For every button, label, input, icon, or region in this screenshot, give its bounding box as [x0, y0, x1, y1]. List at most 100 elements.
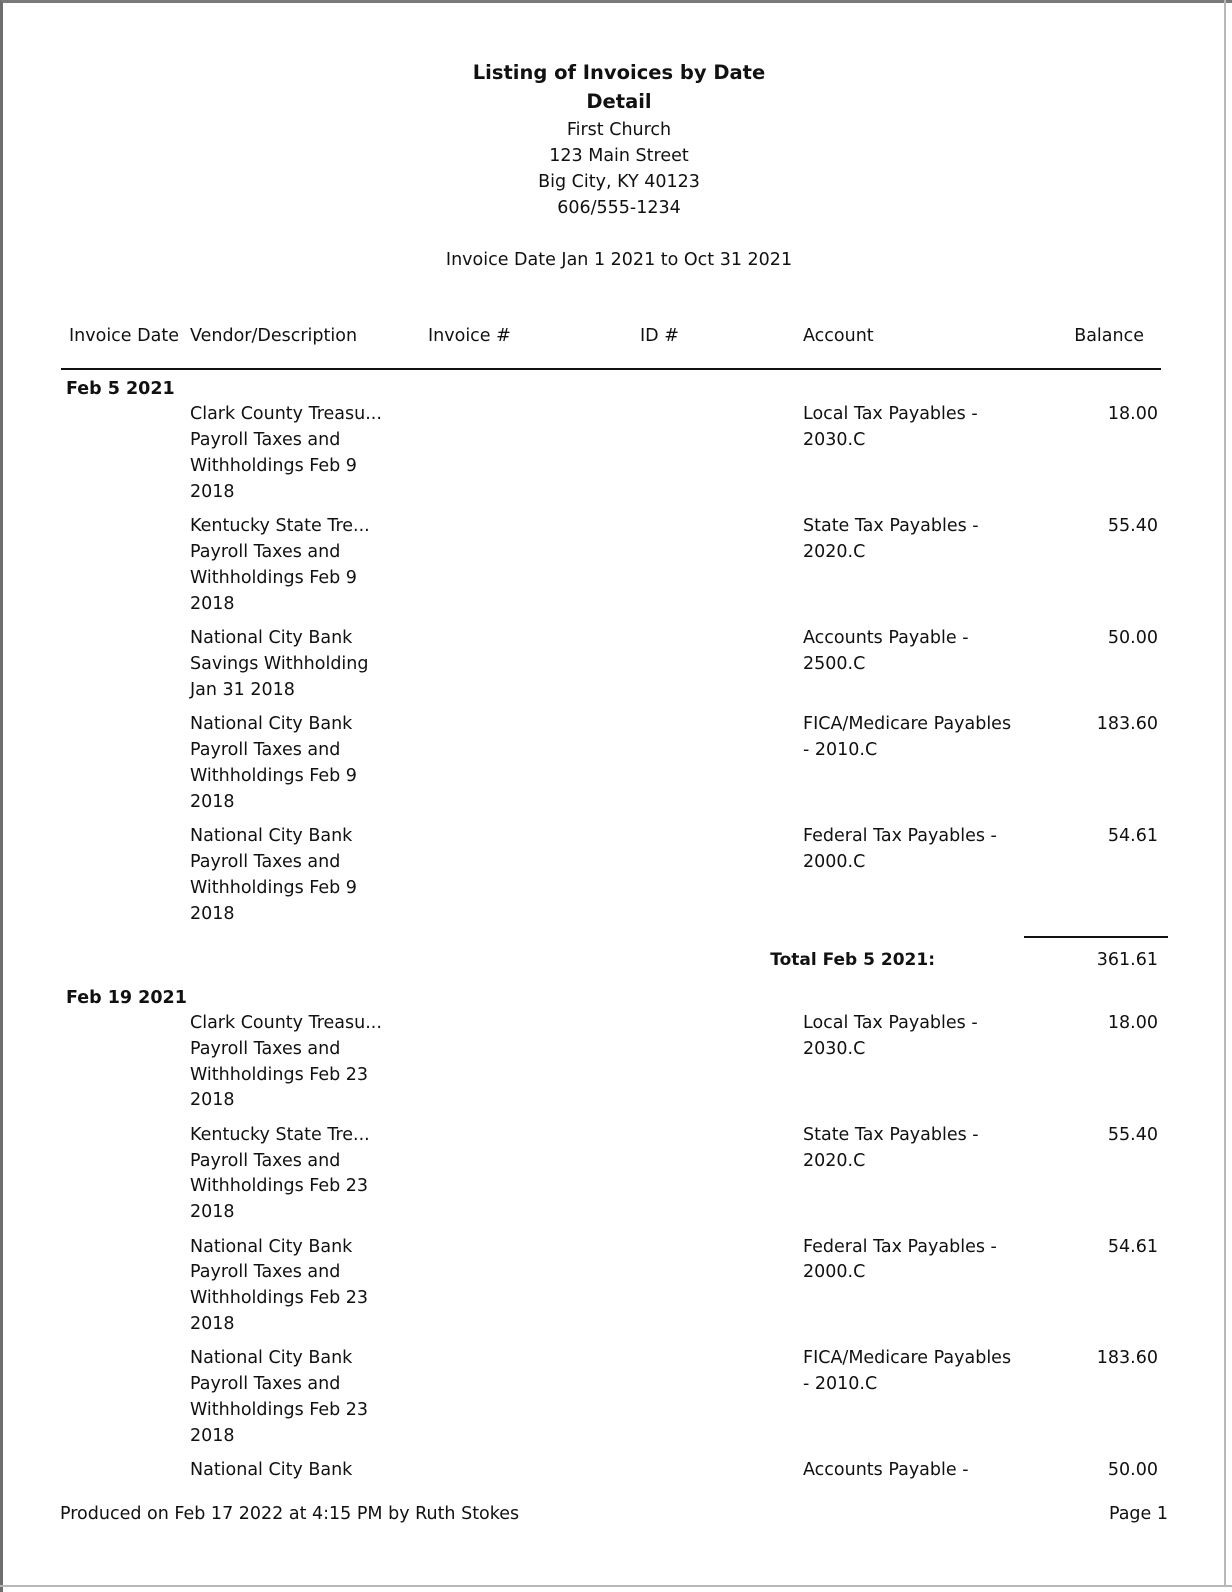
- report-subtitle: Detail: [586, 90, 652, 113]
- header-rule: [61, 368, 1161, 370]
- vendor-line: National City Bank: [190, 825, 353, 846]
- account-line: 2500.C: [803, 653, 866, 674]
- vendor-line: Payroll Taxes and: [190, 1374, 341, 1395]
- vendor-line: Clark County Treasu...: [190, 1012, 382, 1033]
- group-total: Total Feb 5 2021: 361.61: [0, 935, 1232, 986]
- vendor-line: National City Bank: [190, 1348, 353, 1369]
- vendor-description: National City Bank Payroll Taxes and Withh…: [190, 1346, 410, 1450]
- account-line: Accounts Payable -: [803, 1460, 969, 1481]
- account-line: 2030.C: [803, 429, 866, 450]
- invoice-row: Clark County Treasu... Payroll Taxes and W…: [0, 1011, 1232, 1115]
- vendor-line: Payroll Taxes and: [190, 1150, 341, 1171]
- balance: 183.60: [1096, 1348, 1158, 1369]
- account: Accounts Payable - 2500.C: [803, 626, 1023, 678]
- vendor-description: National City Bank Payroll Taxes and Withh…: [190, 824, 410, 928]
- vendor-description: National City Bank Payroll Taxes and Withh…: [190, 712, 410, 816]
- page-border-right: [1224, 0, 1226, 1586]
- vendor-line: Payroll Taxes and: [190, 429, 341, 450]
- col-account: Account: [803, 326, 874, 346]
- vendor-line: Clark County Treasu...: [190, 404, 382, 424]
- produced-by: Produced on Feb 17 2022 at 4:15 PM by Ru…: [60, 1504, 520, 1524]
- account-line: State Tax Payables -: [803, 1124, 979, 1145]
- vendor-line: National City Bank: [190, 713, 353, 734]
- balance: 18.00: [1107, 404, 1158, 424]
- invoice-row: National City Bank Payroll Taxes and Withh…: [0, 824, 1232, 928]
- col-balance: Balance: [1074, 326, 1144, 346]
- account-line: Federal Tax Payables -: [803, 1236, 997, 1257]
- report-title: Listing of Invoices by Date: [472, 61, 766, 84]
- total-rule: [1024, 935, 1168, 938]
- account-line: FICA/Medicare Payables: [803, 1348, 1012, 1369]
- invoice-row: Kentucky State Tre... Payroll Taxes and Wi…: [0, 1123, 1232, 1227]
- vendor-line: 2018: [190, 1426, 235, 1447]
- vendor-line: 2018: [190, 1090, 235, 1111]
- balance: 55.40: [1107, 515, 1158, 536]
- vendor-line: Payroll Taxes and: [190, 851, 341, 872]
- account: State Tax Payables - 2020.C: [803, 1123, 1023, 1175]
- account-line: Local Tax Payables -: [803, 404, 978, 424]
- account-line: 2000.C: [803, 1262, 866, 1283]
- invoice-row: National City Bank Accounts Payable - 50.0…: [0, 1458, 1232, 1484]
- vendor-line: Withholdings Feb 9: [190, 877, 357, 898]
- vendor-description: National City Bank: [190, 1458, 410, 1484]
- balance: 55.40: [1107, 1124, 1158, 1145]
- account-line: 2030.C: [803, 1038, 866, 1059]
- account-line: 2020.C: [803, 541, 866, 562]
- vendor-line: National City Bank: [190, 1460, 353, 1481]
- group-date: Feb 5 2021: [66, 379, 175, 399]
- col-invoice-number: Invoice #: [428, 326, 511, 346]
- account: FICA/Medicare Payables - 2010.C: [803, 712, 1023, 764]
- total-label: Total Feb 5 2021:: [770, 949, 935, 970]
- account: State Tax Payables - 2020.C: [803, 514, 1023, 566]
- account-line: State Tax Payables -: [803, 515, 979, 536]
- vendor-line: Jan 31 2018: [190, 679, 295, 700]
- invoice-row: National City Bank Payroll Taxes and Withh…: [0, 1346, 1232, 1450]
- vendor-line: Withholdings Feb 9: [190, 455, 357, 476]
- balance: 50.00: [1107, 627, 1158, 648]
- vendor-description: Clark County Treasu... Payroll Taxes and W…: [190, 402, 410, 506]
- group-date: Feb 19 2021: [66, 987, 187, 1008]
- account: Local Tax Payables - 2030.C: [803, 402, 1023, 454]
- account: Local Tax Payables - 2030.C: [803, 1011, 1023, 1063]
- invoice-row: Kentucky State Tre... Payroll Taxes and Wi…: [0, 514, 1232, 618]
- account: Federal Tax Payables - 2000.C: [803, 1235, 1023, 1287]
- page-border-bottom: [0, 1585, 1232, 1587]
- balance: 54.61: [1107, 825, 1158, 846]
- org-address1: 123 Main Street: [549, 146, 689, 166]
- account-line: Accounts Payable -: [803, 627, 969, 648]
- vendor-line: Withholdings Feb 23: [190, 1064, 369, 1085]
- vendor-line: 2018: [190, 1314, 235, 1335]
- account: FICA/Medicare Payables - 2010.C: [803, 1346, 1023, 1398]
- account-line: Local Tax Payables -: [803, 1012, 978, 1033]
- balance: 50.00: [1107, 1460, 1158, 1481]
- org-address2: Big City, KY 40123: [538, 172, 700, 192]
- vendor-line: 2018: [190, 1202, 235, 1223]
- account-line: 2020.C: [803, 1150, 866, 1171]
- vendor-description: National City Bank Savings Withholding Jan…: [190, 626, 410, 704]
- date-range: Invoice Date Jan 1 2021 to Oct 31 2021: [445, 250, 793, 270]
- account: Federal Tax Payables - 2000.C: [803, 824, 1023, 876]
- vendor-line: Withholdings Feb 9: [190, 765, 357, 786]
- balance: 54.61: [1107, 1236, 1158, 1257]
- vendor-description: Kentucky State Tre... Payroll Taxes and Wi…: [190, 514, 410, 618]
- invoice-row: Clark County Treasu... Payroll Taxes and W…: [0, 402, 1232, 506]
- vendor-line: 2018: [190, 791, 235, 812]
- account-line: - 2010.C: [803, 739, 878, 760]
- col-invoice-date: Invoice Date: [69, 326, 179, 346]
- vendor-line: Withholdings Feb 23: [190, 1400, 369, 1421]
- account-line: FICA/Medicare Payables: [803, 713, 1012, 734]
- vendor-line: Payroll Taxes and: [190, 541, 341, 562]
- vendor-line: Payroll Taxes and: [190, 1038, 341, 1059]
- account-line: - 2010.C: [803, 1374, 878, 1395]
- vendor-line: National City Bank: [190, 1236, 353, 1257]
- invoice-row: National City Bank Payroll Taxes and Withh…: [0, 1235, 1232, 1339]
- vendor-line: 2018: [190, 903, 235, 924]
- vendor-line: Withholdings Feb 23: [190, 1288, 369, 1309]
- vendor-line: Savings Withholding: [190, 653, 369, 674]
- balance: 183.60: [1096, 713, 1158, 734]
- vendor-description: National City Bank Payroll Taxes and Withh…: [190, 1235, 410, 1339]
- account-line: 2000.C: [803, 851, 866, 872]
- total-value: 361.61: [1096, 949, 1158, 970]
- vendor-line: National City Bank: [190, 627, 353, 648]
